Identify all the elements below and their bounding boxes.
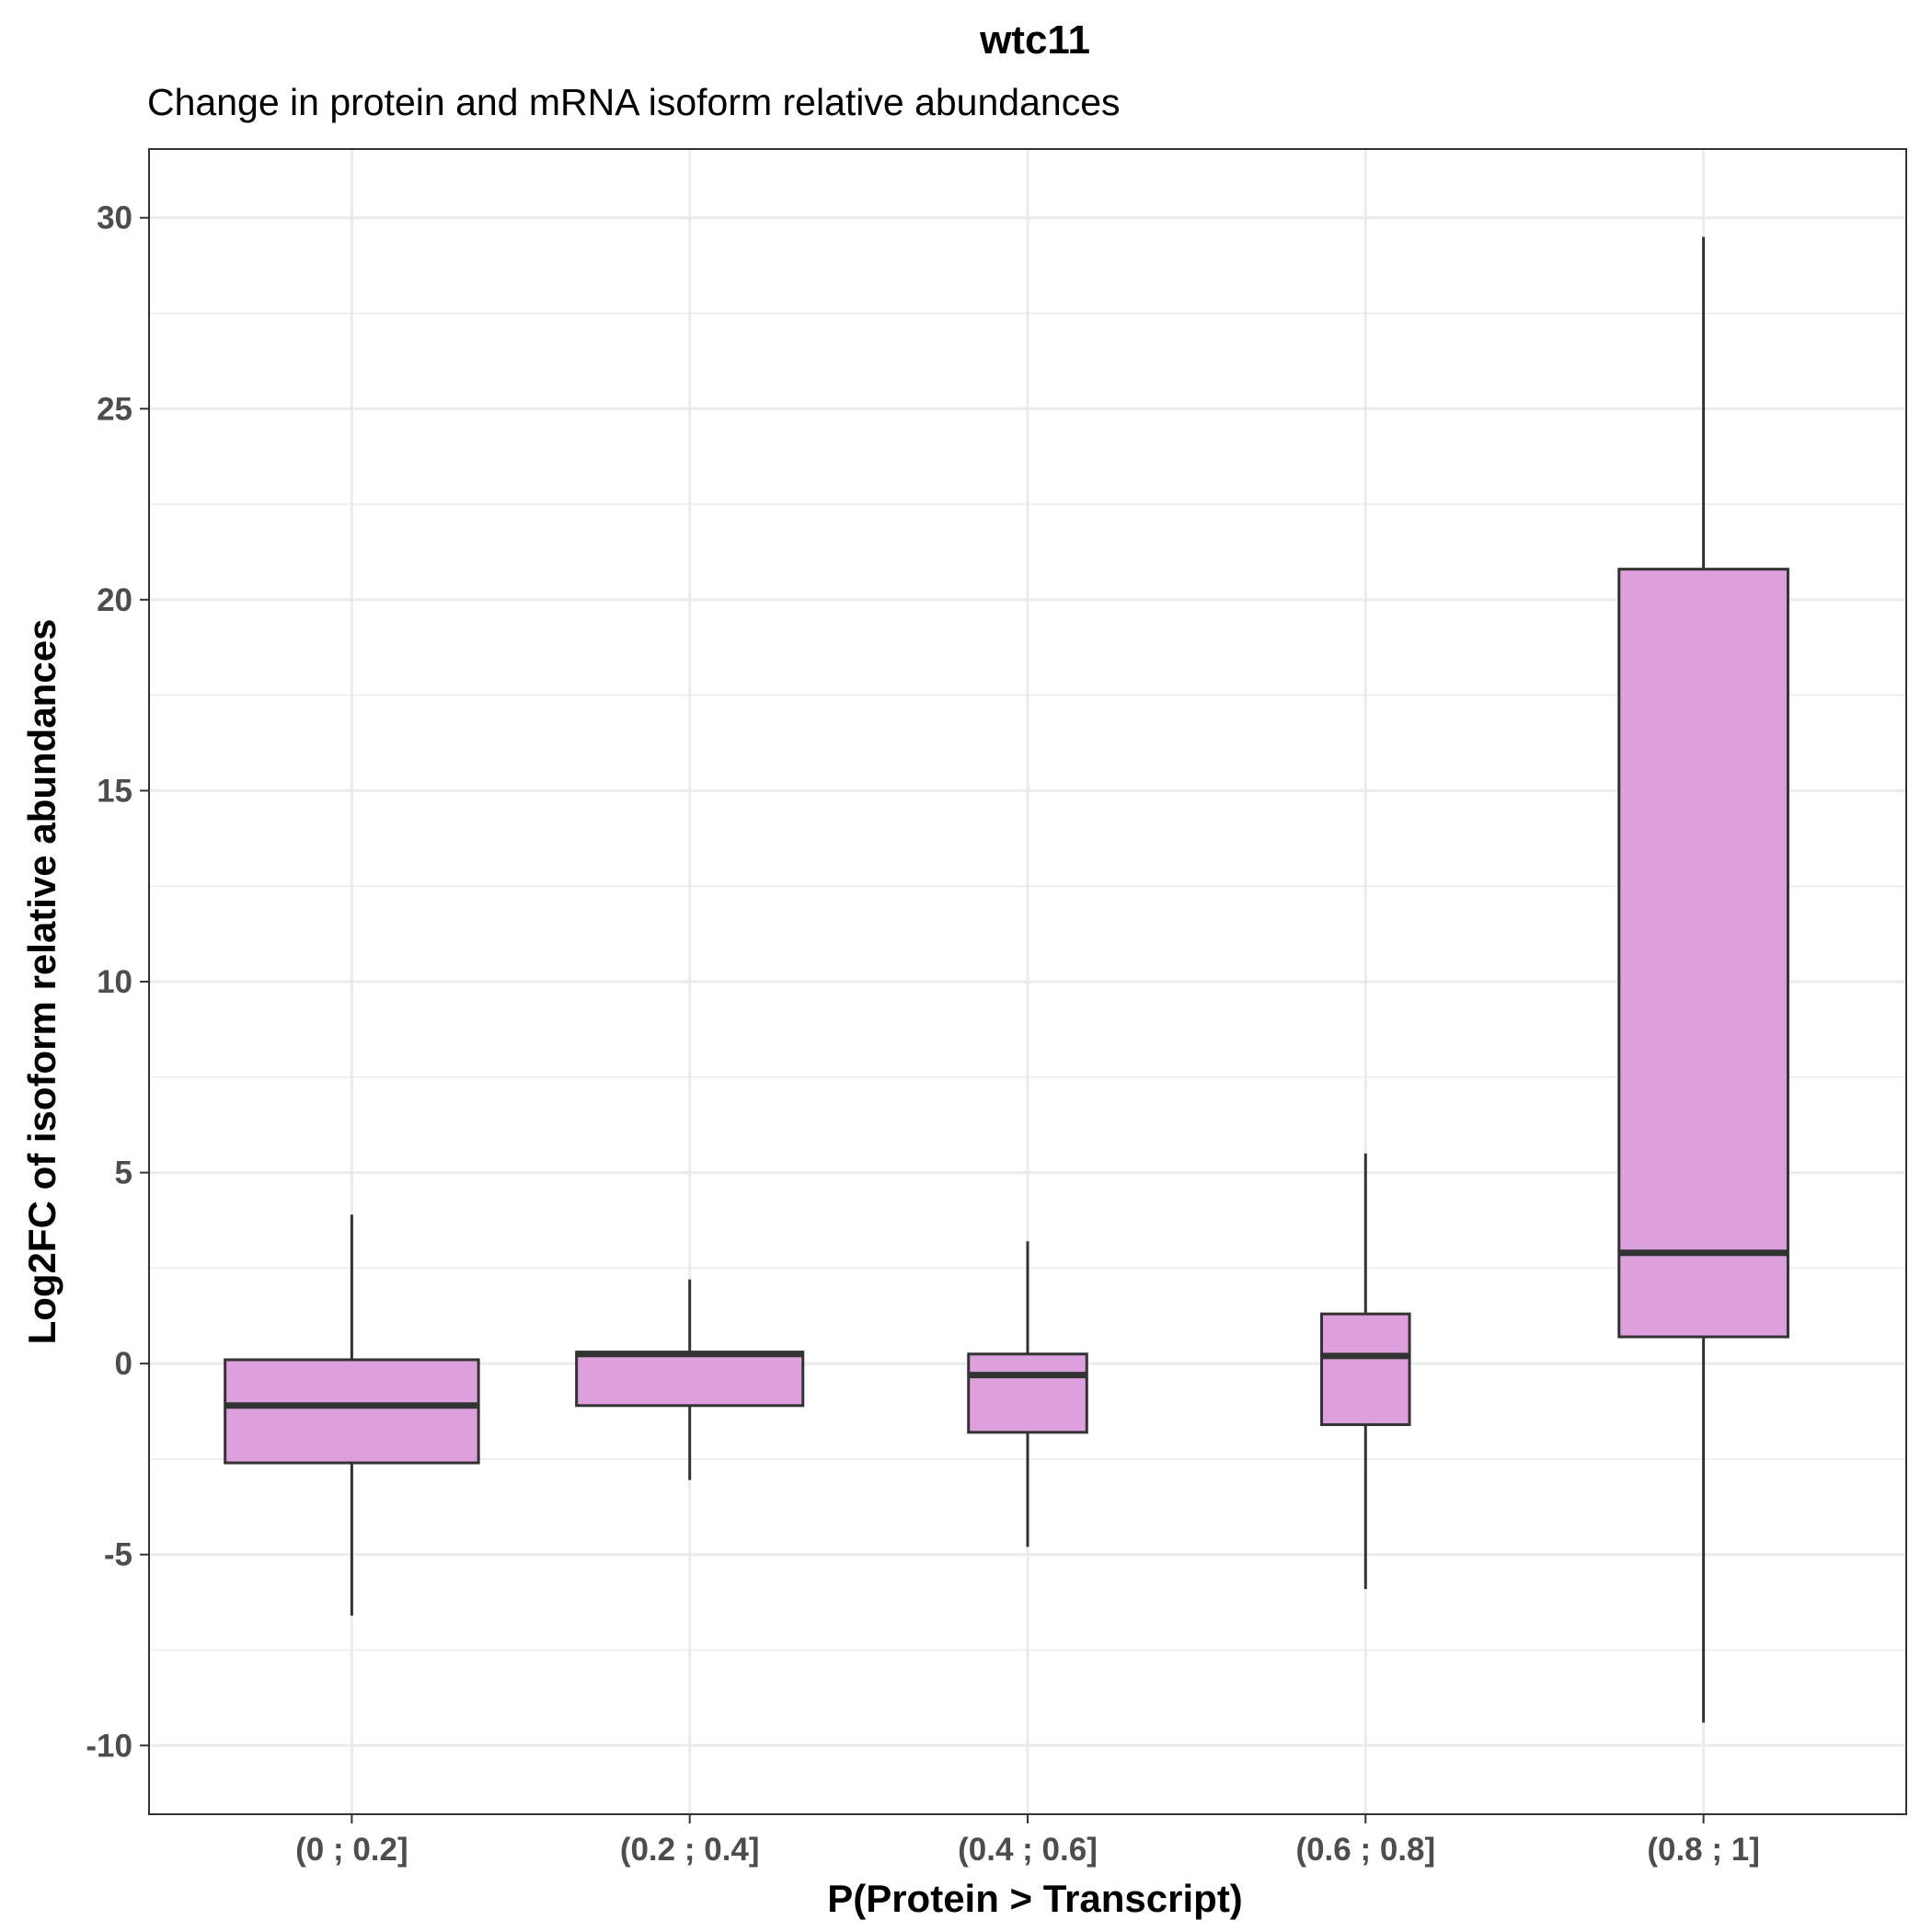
chart-title: wtc11: [979, 17, 1090, 63]
y-tick-label: 10: [97, 964, 132, 1000]
x-tick-label: (0.8 ; 1]: [1647, 1832, 1760, 1868]
x-tick-label: (0.6 ; 0.8]: [1295, 1832, 1435, 1868]
y-tick-label: 15: [97, 773, 132, 809]
x-tick-label: (0.2 ; 0.4]: [620, 1832, 760, 1868]
x-tick-label: (0 ; 0.2]: [295, 1832, 408, 1868]
box-3: [967, 1241, 1088, 1547]
box-iqr: [1617, 568, 1789, 1339]
x-axis-title: P(Protein > Transcript): [827, 1877, 1243, 1920]
box-5: [1617, 236, 1789, 1723]
y-tick-label: -10: [86, 1728, 132, 1764]
box-iqr: [1320, 1312, 1411, 1427]
x-tick-label: (0.4 ; 0.6]: [958, 1832, 1098, 1868]
box-2: [575, 1279, 805, 1480]
y-tick-label: 20: [97, 582, 132, 618]
y-tick-label: 0: [115, 1346, 132, 1382]
chart-subtitle: Change in protein and mRNA isoform relat…: [147, 81, 1121, 123]
box-iqr: [575, 1351, 805, 1408]
box-series: [224, 236, 1789, 1723]
y-axis: -10 -5 0 5 10 15 20 25 30: [86, 201, 149, 1764]
box-iqr: [967, 1352, 1088, 1434]
y-tick-label: -5: [104, 1537, 132, 1573]
box-iqr: [224, 1358, 480, 1465]
y-tick-label: 5: [115, 1156, 132, 1191]
box-1: [224, 1214, 480, 1616]
x-axis: (0 ; 0.2] (0.2 ; 0.4] (0.4 ; 0.6] (0.6 ; 0.…: [295, 1814, 1760, 1868]
y-tick-label: 30: [97, 201, 132, 236]
y-axis-title: Log2FC of isoform relative abundances: [20, 619, 63, 1345]
y-tick-label: 25: [97, 391, 132, 427]
box-4: [1320, 1153, 1411, 1590]
